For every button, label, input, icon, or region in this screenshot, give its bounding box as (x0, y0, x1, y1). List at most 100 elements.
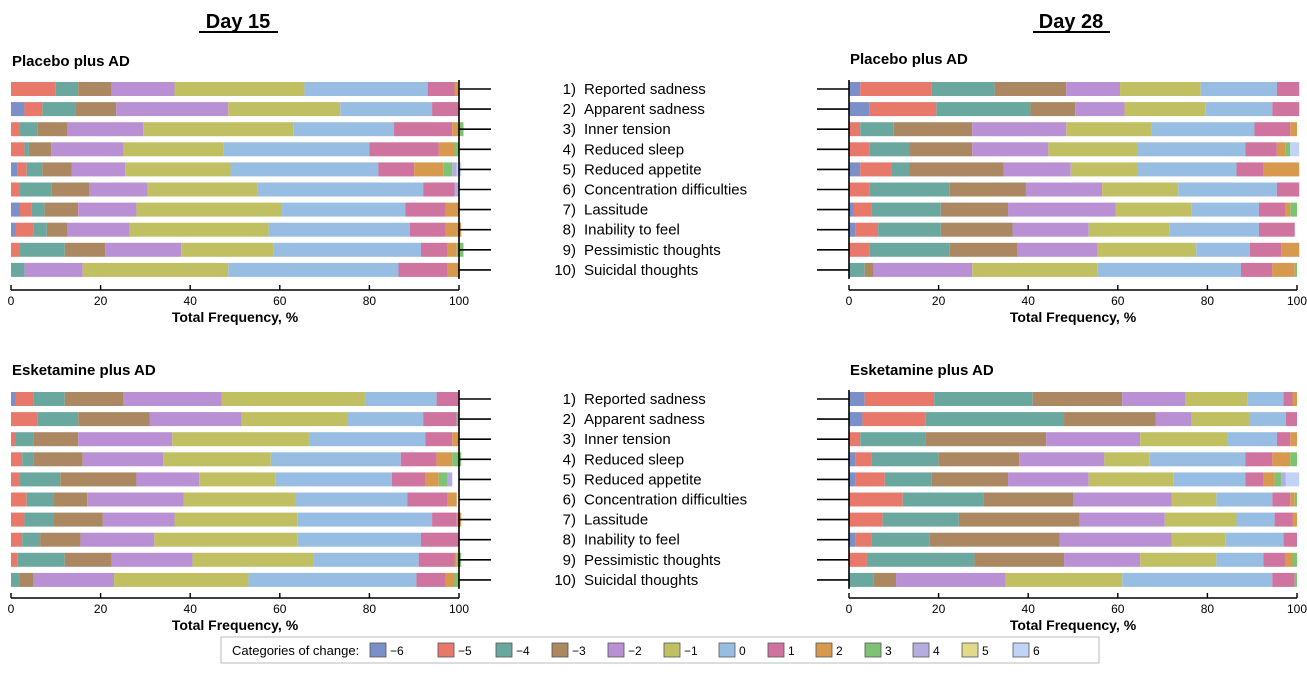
legend-label: 5 (982, 644, 989, 658)
bar-segment (849, 102, 870, 117)
bar-segment (19, 202, 32, 217)
item-number: 8) (563, 532, 576, 549)
x-tick-label: 40 (1022, 602, 1036, 616)
bar-segment (24, 102, 43, 117)
x-tick-label: 20 (932, 294, 946, 308)
bar-segment (391, 472, 426, 487)
legend-swatch (437, 642, 455, 658)
item-number: 4) (563, 141, 576, 158)
item-label: Reduced appetite (584, 161, 702, 178)
bar-segment (304, 82, 428, 96)
x-axis-label: Total Frequency, % (172, 309, 299, 325)
bar-segment (938, 452, 1020, 467)
panel-title: Esketamine plus AD (850, 362, 994, 379)
bar-segment (855, 222, 879, 237)
bar-segment (871, 202, 941, 217)
bar-segment (849, 142, 870, 157)
bar-segment (136, 472, 200, 487)
bar-segment (11, 512, 25, 527)
bar-segment (1149, 452, 1246, 467)
bar-segment (11, 472, 20, 487)
bar-segment (154, 532, 298, 547)
bar-segment (378, 162, 415, 177)
bar-segment (909, 162, 1004, 177)
bar-segment (33, 222, 47, 237)
bar-segment (11, 242, 20, 257)
item-label: Suicidal thoughts (584, 262, 698, 279)
bar-segment (80, 532, 155, 547)
bar-segment (26, 162, 43, 177)
bar-segment (11, 432, 16, 447)
bar-segment (420, 242, 448, 257)
bar-segment (849, 552, 867, 567)
bar-segment (1294, 492, 1297, 507)
bar-segment (1272, 492, 1291, 507)
bar-segment (1245, 452, 1273, 467)
bar-segment (454, 552, 457, 567)
bar-segment (295, 492, 408, 507)
legend-label: −2 (628, 644, 642, 658)
bar-segment (452, 432, 459, 447)
legend-swatch (607, 642, 625, 658)
bar-segment (452, 162, 457, 177)
bar-segment (149, 412, 242, 427)
bar-segment (1227, 432, 1277, 447)
bar-segment (398, 262, 448, 277)
legend-swatch (718, 642, 736, 658)
item-label: Suicidal thoughts (584, 572, 698, 589)
bar-segment (1169, 222, 1259, 237)
bar-segment (1151, 122, 1255, 137)
bar-segment (1216, 492, 1273, 507)
item-number: 9) (563, 242, 576, 259)
x-tick-label: 40 (184, 294, 198, 308)
legend-label: −3 (572, 644, 586, 658)
legend: Categories of change: −6 −5 −4 −3 −2 −1 0 1 2 3 4 5… (220, 636, 1100, 664)
bar-segment (174, 512, 298, 527)
bar-segment (849, 492, 903, 507)
bar-segment (427, 82, 455, 96)
bar-segment (1236, 512, 1275, 527)
bar-segment (1276, 432, 1291, 447)
item-label: Pessimistic thoughts (584, 552, 721, 569)
bar-segment (1258, 222, 1295, 237)
item-number: 3) (563, 121, 576, 138)
bar-segment (418, 552, 455, 567)
bar-segment (125, 162, 231, 177)
bar-segment (855, 532, 872, 547)
bar-segment (1124, 102, 1206, 117)
bar-segment (129, 222, 269, 237)
bar-segment (972, 122, 1067, 137)
bar-segment (869, 102, 937, 117)
bar-segment (882, 512, 959, 527)
bar-segment (192, 552, 314, 567)
legend-swatch (864, 642, 882, 658)
bar-segment (864, 392, 935, 406)
bar-segment (884, 472, 932, 487)
bar-segment (64, 552, 112, 567)
bar-segment (11, 182, 20, 197)
bar-segment (364, 392, 437, 406)
bar-segment (849, 202, 854, 217)
bar-segment (116, 102, 229, 117)
bar-segment (855, 472, 885, 487)
bar-segment (1272, 262, 1295, 277)
x-tick-label: 100 (1287, 294, 1307, 308)
legend-swatch (495, 642, 513, 658)
bar-segment (1249, 412, 1286, 427)
x-tick-label: 0 (8, 602, 15, 616)
bar-segment (313, 552, 419, 567)
item-label: Reported sadness (584, 81, 706, 98)
bar-segment (925, 412, 1065, 427)
bar-segment (909, 142, 973, 157)
bar-segment (452, 452, 462, 467)
x-tick-label: 40 (1022, 294, 1036, 308)
legend-label: 0 (739, 644, 746, 658)
bar-segment (1073, 492, 1172, 507)
item-label: Inner tension (584, 121, 671, 138)
bar-segment (1025, 182, 1103, 197)
bar-segment (114, 572, 249, 587)
bar-segment (1290, 142, 1300, 157)
legend-swatch (551, 642, 569, 658)
bar-segment (78, 432, 173, 447)
bar-segment (1196, 242, 1250, 257)
